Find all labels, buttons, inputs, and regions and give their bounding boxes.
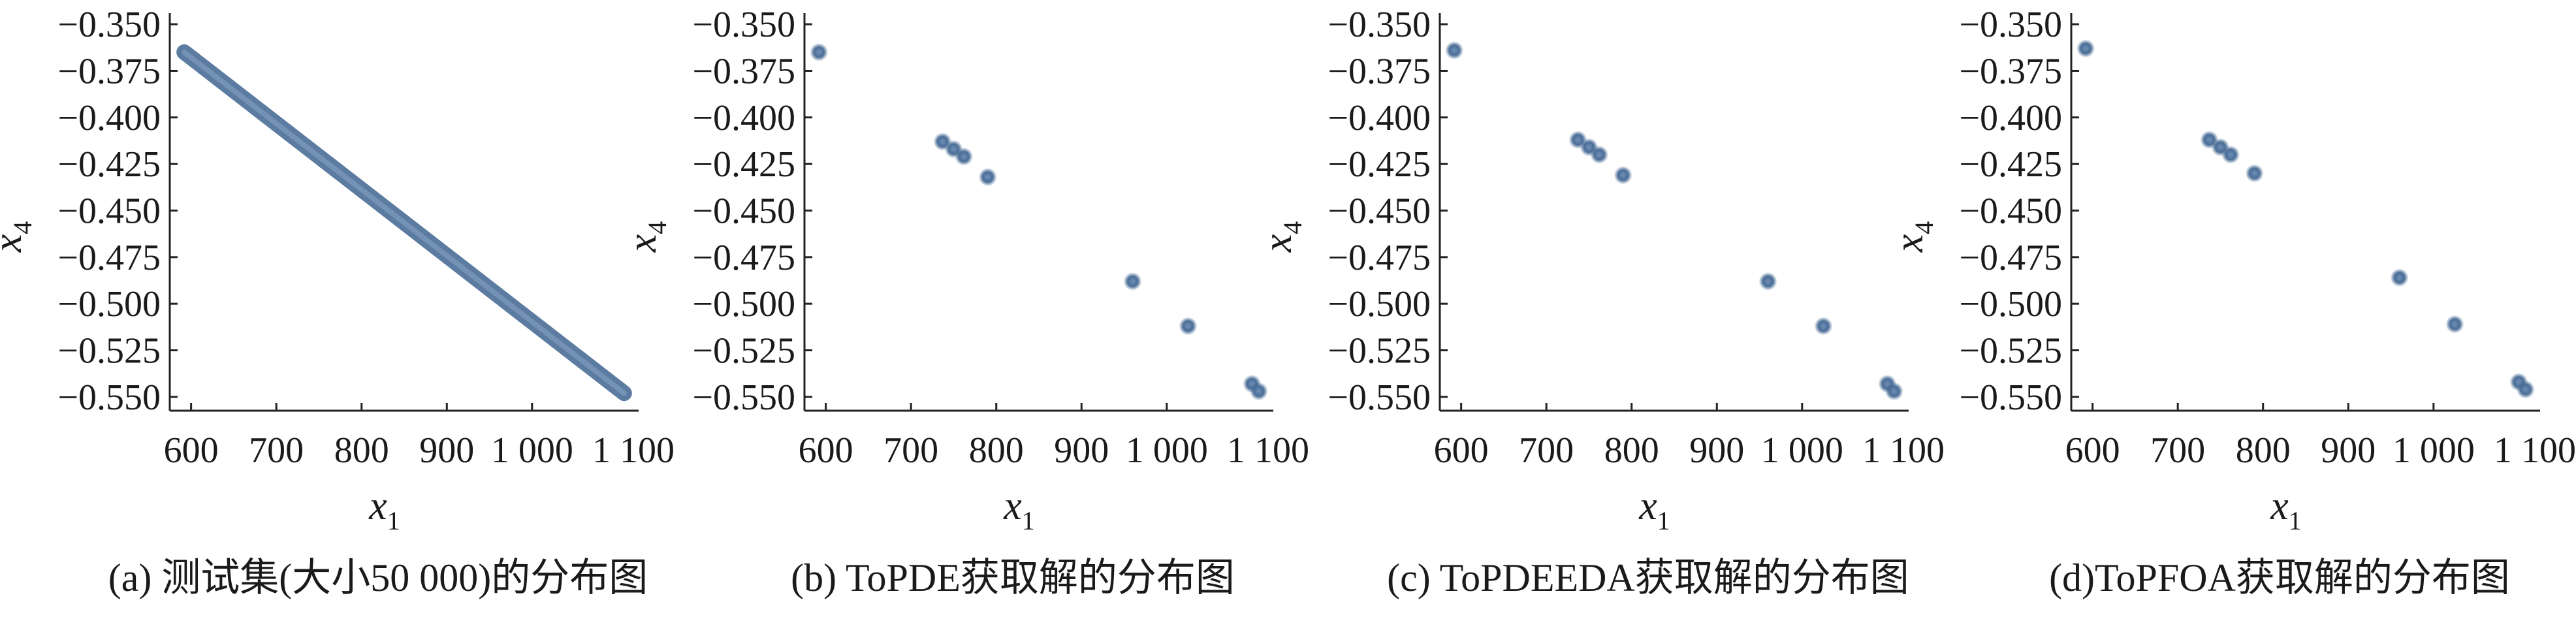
x-axis-label: x1 — [2270, 484, 2302, 535]
y-tick-label: −0.450 — [692, 191, 795, 232]
data-point — [978, 168, 997, 187]
x-tick-label: 1 000 — [491, 430, 573, 471]
data-point — [2390, 268, 2409, 287]
x-tick-label: 700 — [1519, 430, 1574, 471]
x-tick-label: 900 — [1054, 430, 1109, 471]
y-tick-label: −0.475 — [1328, 238, 1431, 278]
data-point — [2245, 164, 2264, 183]
y-axis-label: x4 — [620, 221, 672, 253]
x-tick-label: 1 000 — [1761, 430, 1843, 471]
data-point — [1445, 41, 1464, 60]
y-tick-label: −0.350 — [1328, 5, 1431, 45]
y-tick-label: −0.450 — [1959, 191, 2062, 232]
y-tick-label: −0.450 — [57, 191, 161, 232]
x-tick-label: 600 — [1434, 430, 1489, 471]
data-point — [1758, 272, 1777, 291]
y-tick-label: −0.475 — [1959, 238, 2062, 278]
panel-caption: (c) ToPDEEDA获取解的分布图 — [1387, 556, 1909, 599]
y-tick-label: −0.400 — [1959, 98, 2062, 138]
x-tick-label: 700 — [2150, 430, 2205, 471]
y-tick-label: −0.375 — [1959, 51, 2062, 91]
data-point — [1590, 145, 1609, 164]
panels: −0.350 −0.375 −0.400 −0.425 −0.450 −0.475 −0.5… — [0, 5, 2576, 599]
x-tick-label: 700 — [883, 430, 938, 471]
x-tick-label: 600 — [799, 430, 853, 471]
y-tick-label: −0.425 — [692, 144, 795, 185]
x-tick-label: 800 — [1604, 430, 1659, 471]
y-tick-label: −0.375 — [692, 51, 795, 91]
y-tick-label: −0.350 — [1959, 5, 2062, 45]
y-tick-label: −0.525 — [57, 331, 161, 372]
y-tick-label: −0.475 — [692, 238, 795, 278]
data-point — [1249, 382, 1268, 401]
y-tick-label: −0.375 — [1328, 51, 1431, 91]
x-tick-label: 1 000 — [2393, 430, 2475, 471]
chart-panel: −0.350 −0.375 −0.400 −0.425 −0.450 −0.475 −0.5… — [1256, 5, 1945, 599]
panel-caption: (d)ToPFOA获取解的分布图 — [2049, 556, 2510, 599]
data-point — [810, 42, 829, 61]
data-point — [1123, 272, 1142, 291]
y-tick-label: −0.425 — [1328, 144, 1431, 185]
y-tick-label: −0.425 — [57, 144, 161, 185]
panel-caption: (a) 测试集(大小50 000)的分布图 — [108, 556, 648, 599]
x-tick-label: 1 000 — [1126, 430, 1208, 471]
x-tick-label-edge: 1 100 — [1227, 430, 1309, 471]
x-tick-label: 900 — [1689, 430, 1744, 471]
y-tick-label: −0.450 — [1328, 191, 1431, 232]
chart-panel: −0.350 −0.375 −0.400 −0.425 −0.450 −0.475 −0.5… — [620, 5, 1309, 599]
x-tick-label: 800 — [334, 430, 389, 471]
data-point — [1884, 382, 1903, 401]
y-tick-label: −0.550 — [1959, 377, 2062, 418]
x-tick-label: 800 — [969, 430, 1024, 471]
x-tick-label: 600 — [164, 430, 219, 471]
data-point — [1179, 317, 1198, 336]
y-axis-label: x4 — [1887, 221, 1939, 253]
x-tick-label-edge: 1 100 — [592, 430, 675, 471]
y-tick-label: −0.425 — [1959, 144, 2062, 185]
data-point — [955, 147, 974, 166]
x-tick-label-edge: 1 100 — [1862, 430, 1945, 471]
chart-panel: −0.350 −0.375 −0.400 −0.425 −0.450 −0.475 −0.5… — [0, 5, 675, 599]
x-axis-label: x1 — [1638, 484, 1670, 535]
y-tick-label: −0.525 — [1959, 331, 2062, 372]
chart-panel: −0.350 −0.375 −0.400 −0.425 −0.450 −0.475 −0.5… — [1887, 5, 2576, 599]
y-axis-label: x4 — [0, 221, 37, 253]
data-point — [1614, 166, 1632, 185]
data-point — [2221, 145, 2240, 164]
data-point — [1814, 317, 1833, 336]
y-tick-label: −0.400 — [57, 98, 161, 138]
x-tick-label: 900 — [2321, 430, 2376, 471]
y-tick-label: −0.350 — [57, 5, 161, 45]
y-tick-label: −0.550 — [692, 377, 795, 418]
y-tick-label: −0.500 — [57, 284, 161, 324]
data-point — [2076, 39, 2095, 58]
y-tick-label: −0.525 — [692, 331, 795, 372]
y-tick-label: −0.475 — [57, 238, 161, 278]
y-tick-label: −0.350 — [692, 5, 795, 45]
data-line-highlight — [182, 49, 627, 396]
y-axis-label: x4 — [1256, 221, 1307, 253]
y-tick-label: −0.400 — [692, 98, 795, 138]
data-point — [2516, 380, 2535, 399]
data-point — [2445, 315, 2464, 334]
y-tick-label: −0.550 — [1328, 377, 1431, 418]
y-tick-label: −0.375 — [57, 51, 161, 91]
y-tick-label: −0.550 — [57, 377, 161, 418]
x-tick-label: 700 — [249, 430, 304, 471]
y-tick-label: −0.400 — [1328, 98, 1431, 138]
x-tick-label: 900 — [419, 430, 474, 471]
x-axis-label: x1 — [1003, 484, 1035, 535]
panel-caption: (b) ToPDE获取解的分布图 — [791, 556, 1235, 599]
y-tick-label: −0.500 — [692, 284, 795, 324]
x-axis-label: x1 — [368, 484, 400, 535]
x-tick-label: 800 — [2236, 430, 2291, 471]
y-tick-label: −0.500 — [1959, 284, 2062, 324]
x-tick-label: 600 — [2065, 430, 2120, 471]
y-tick-label: −0.500 — [1328, 284, 1431, 324]
x-tick-label-edge: 1 100 — [2494, 430, 2576, 471]
y-tick-label: −0.525 — [1328, 331, 1431, 372]
